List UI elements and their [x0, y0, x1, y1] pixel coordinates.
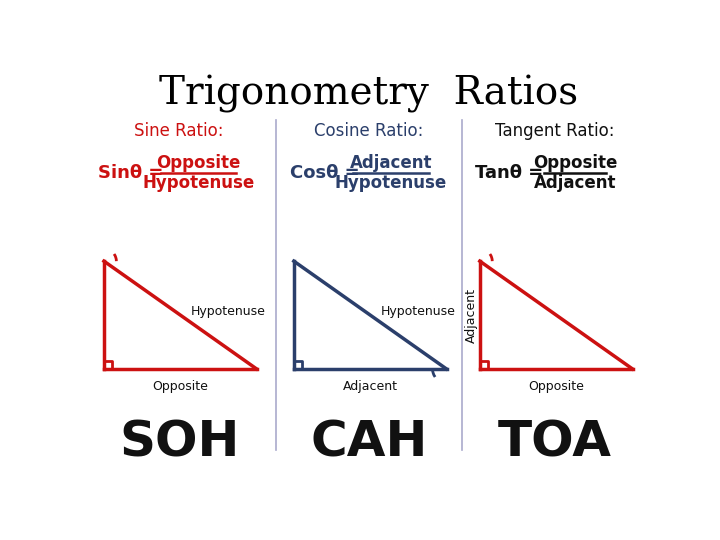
Text: Adjacent: Adjacent: [534, 174, 616, 192]
Text: Adjacent: Adjacent: [349, 153, 432, 172]
Text: TOA: TOA: [498, 418, 612, 466]
Text: Cosθ =: Cosθ =: [290, 164, 366, 181]
Text: Hypotenuse: Hypotenuse: [143, 174, 255, 192]
Text: Cosine Ratio:: Cosine Ratio:: [315, 122, 423, 140]
Text: Hypotenuse: Hypotenuse: [191, 306, 266, 319]
Text: Sine Ratio:: Sine Ratio:: [135, 122, 224, 140]
Text: Opposite: Opposite: [153, 380, 208, 393]
Text: Opposite: Opposite: [533, 153, 617, 172]
Text: Hypotenuse: Hypotenuse: [335, 174, 447, 192]
Text: Tangent Ratio:: Tangent Ratio:: [495, 122, 615, 140]
Text: Opposite: Opposite: [156, 153, 240, 172]
Text: SOH: SOH: [119, 418, 239, 466]
Text: Adjacent: Adjacent: [343, 380, 397, 393]
Text: Sinθ =: Sinθ =: [98, 164, 169, 181]
Text: Adjacent: Adjacent: [465, 287, 478, 342]
Text: Hypotenuse: Hypotenuse: [381, 306, 456, 319]
Text: Trigonometry  Ratios: Trigonometry Ratios: [159, 75, 579, 113]
Text: Tanθ =: Tanθ =: [475, 164, 549, 181]
Text: Opposite: Opposite: [528, 380, 584, 393]
Text: CAH: CAH: [310, 418, 428, 466]
